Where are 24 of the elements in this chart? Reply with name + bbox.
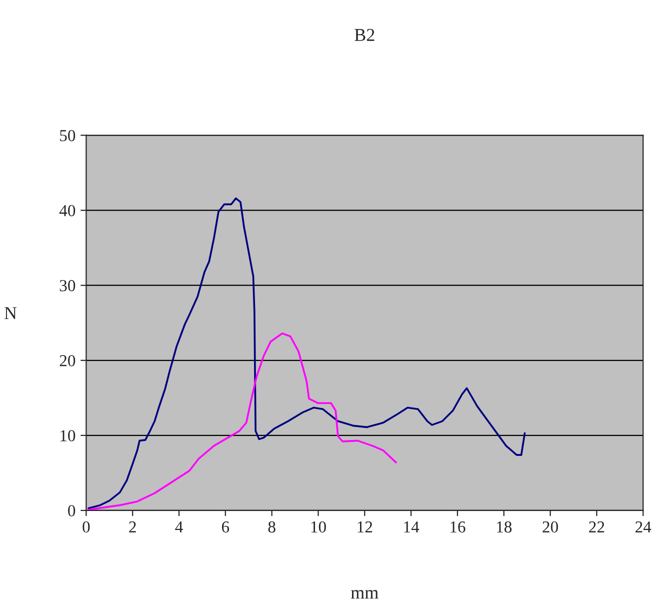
x-tick-label: 24: [636, 521, 652, 532]
line-series: [88, 197, 526, 510]
x-tick-label: 12: [358, 521, 372, 532]
x-tick-label: 22: [589, 521, 604, 532]
x-tick-label: 4: [175, 521, 183, 532]
y-tick-label: 10: [60, 430, 76, 442]
x-tick-label: 18: [497, 521, 512, 533]
x-tick-label: 8: [268, 521, 276, 533]
chart-title: B2: [354, 28, 374, 41]
y-tick-label: 20: [60, 355, 76, 366]
x-tick-label: 16: [450, 521, 466, 533]
x-tick-label: 20: [542, 521, 558, 533]
x-tick-label: 14: [404, 521, 420, 532]
x-tick-label: 6: [222, 521, 230, 533]
x-tick-label: 0: [82, 521, 90, 533]
x-tick-label: 10: [311, 521, 326, 533]
y-tick-label: 30: [60, 280, 76, 292]
y-tick-label: 0: [68, 505, 76, 516]
x-axis-title: mm: [350, 590, 378, 599]
x-tick-label: 2: [129, 521, 136, 532]
y-tick-label: 40: [59, 205, 76, 216]
y-tick-label: 50: [60, 130, 76, 142]
line-series: [88, 332, 397, 510]
y-axis-title: N: [4, 307, 17, 320]
